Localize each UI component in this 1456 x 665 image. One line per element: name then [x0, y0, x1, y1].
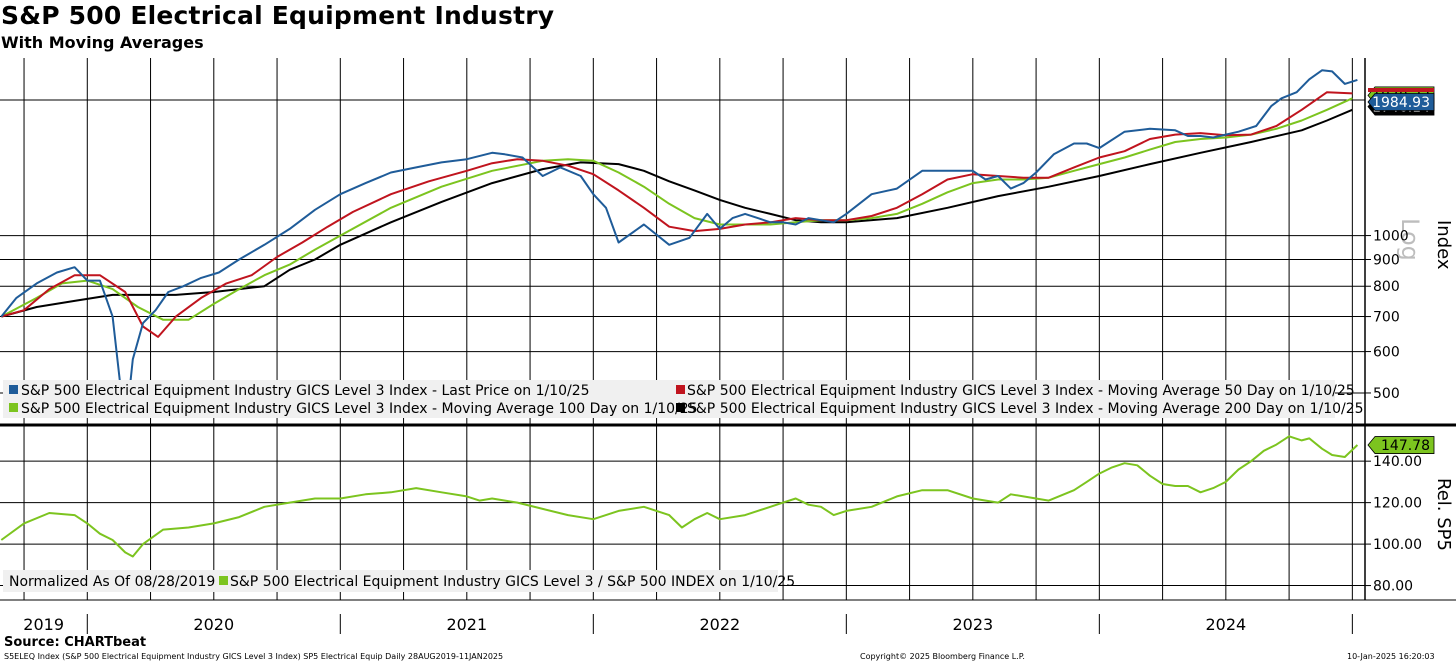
x-axis-labels: 2019 2020 2021 2022 2023 2024	[23, 614, 1353, 634]
end-label-relative: 147.78	[1381, 438, 1430, 454]
lower-y-axis-title: Rel. SP5	[1433, 478, 1454, 551]
legend-swatch-ma200	[676, 403, 685, 412]
series-line-ma100	[0, 97, 1353, 321]
upper-y-tick-label: 1000	[1373, 229, 1409, 245]
x-axis-year-label: 2024	[1205, 615, 1246, 634]
end-label-last-price-flag	[1367, 93, 1435, 111]
lower-legend: Normalized As Of 08/28/2019 S&P 500 Elec…	[3, 570, 795, 592]
legend-label-relative: S&P 500 Electrical Equipment Industry GI…	[230, 574, 795, 590]
series-line-last-price	[0, 69, 1358, 408]
upper-y-tick-label: 500	[1373, 386, 1400, 402]
lower-y-tick-label: 140.00	[1373, 454, 1422, 470]
legend-label-ma100: S&P 500 Electrical Equipment Industry GI…	[21, 401, 698, 417]
series-line-relative	[0, 435, 1359, 558]
legend-label-ma50: S&P 500 Electrical Equipment Industry GI…	[687, 383, 1355, 399]
end-label-ma50-marker	[1368, 88, 1434, 92]
upper-y-tick-label: 700	[1373, 310, 1400, 326]
legend-swatch-ma100	[9, 403, 18, 412]
upper-y-axis-title: Index	[1433, 220, 1454, 270]
source-note: Source: CHARTbeat	[4, 635, 147, 650]
legend-swatch-last-price	[9, 385, 18, 394]
upper-legend-background	[3, 380, 1335, 418]
series-line-ma200	[1, 108, 1353, 318]
lower-legend-background	[3, 570, 778, 592]
lower-y-tick-label: 120.00	[1373, 496, 1422, 512]
frame-layer	[0, 58, 1456, 601]
lower-y-tick-label: 100.00	[1373, 537, 1422, 553]
tick-layer: 500 600 700 800 900 1000 80.00 100.00 120.00 140.…	[1365, 229, 1422, 595]
upper-series-layer	[0, 69, 1358, 408]
lower-series-layer	[0, 435, 1359, 558]
footer-copyright: Copyright© 2025 Bloomberg Finance L.P.	[860, 652, 1025, 661]
x-axis-year-label: 2019	[23, 615, 64, 634]
legend-swatch-ma50	[676, 385, 685, 394]
upper-legend: S&P 500 Electrical Equipment Industry GI…	[3, 380, 1364, 418]
log-scale-label: Log	[1396, 218, 1424, 261]
end-label-relative-flag	[1367, 436, 1435, 454]
legend-label-ma200: S&P 500 Electrical Equipment Industry GI…	[687, 401, 1364, 417]
footer-timestamp: 10-Jan-2025 16:20:03	[1347, 652, 1435, 661]
x-axis-year-label: 2022	[699, 615, 740, 634]
normalized-note: Normalized As Of 08/28/2019	[9, 574, 215, 590]
legend-label-last-price: S&P 500 Electrical Equipment Industry GI…	[21, 383, 590, 399]
x-axis-year-label: 2021	[446, 615, 487, 634]
upper-y-tick-label: 900	[1373, 252, 1400, 268]
end-label-last-price: 1984.93	[1372, 95, 1430, 111]
grid-layer	[0, 58, 1365, 600]
upper-y-tick-label: 800	[1373, 279, 1400, 295]
x-axis-year-label: 2020	[193, 615, 234, 634]
chart-subtitle: With Moving Averages	[1, 33, 204, 52]
series-line-ma50	[1, 91, 1353, 338]
x-axis-year-label: 2023	[952, 615, 993, 634]
upper-y-tick-label: 600	[1373, 345, 1400, 361]
footer-description: S5ELEQ Index (S&P 500 Electrical Equipme…	[4, 652, 504, 661]
lower-y-tick-label: 80.00	[1373, 579, 1413, 595]
chart-title: S&P 500 Electrical Equipment Industry	[1, 1, 555, 30]
legend-swatch-relative	[219, 576, 228, 585]
